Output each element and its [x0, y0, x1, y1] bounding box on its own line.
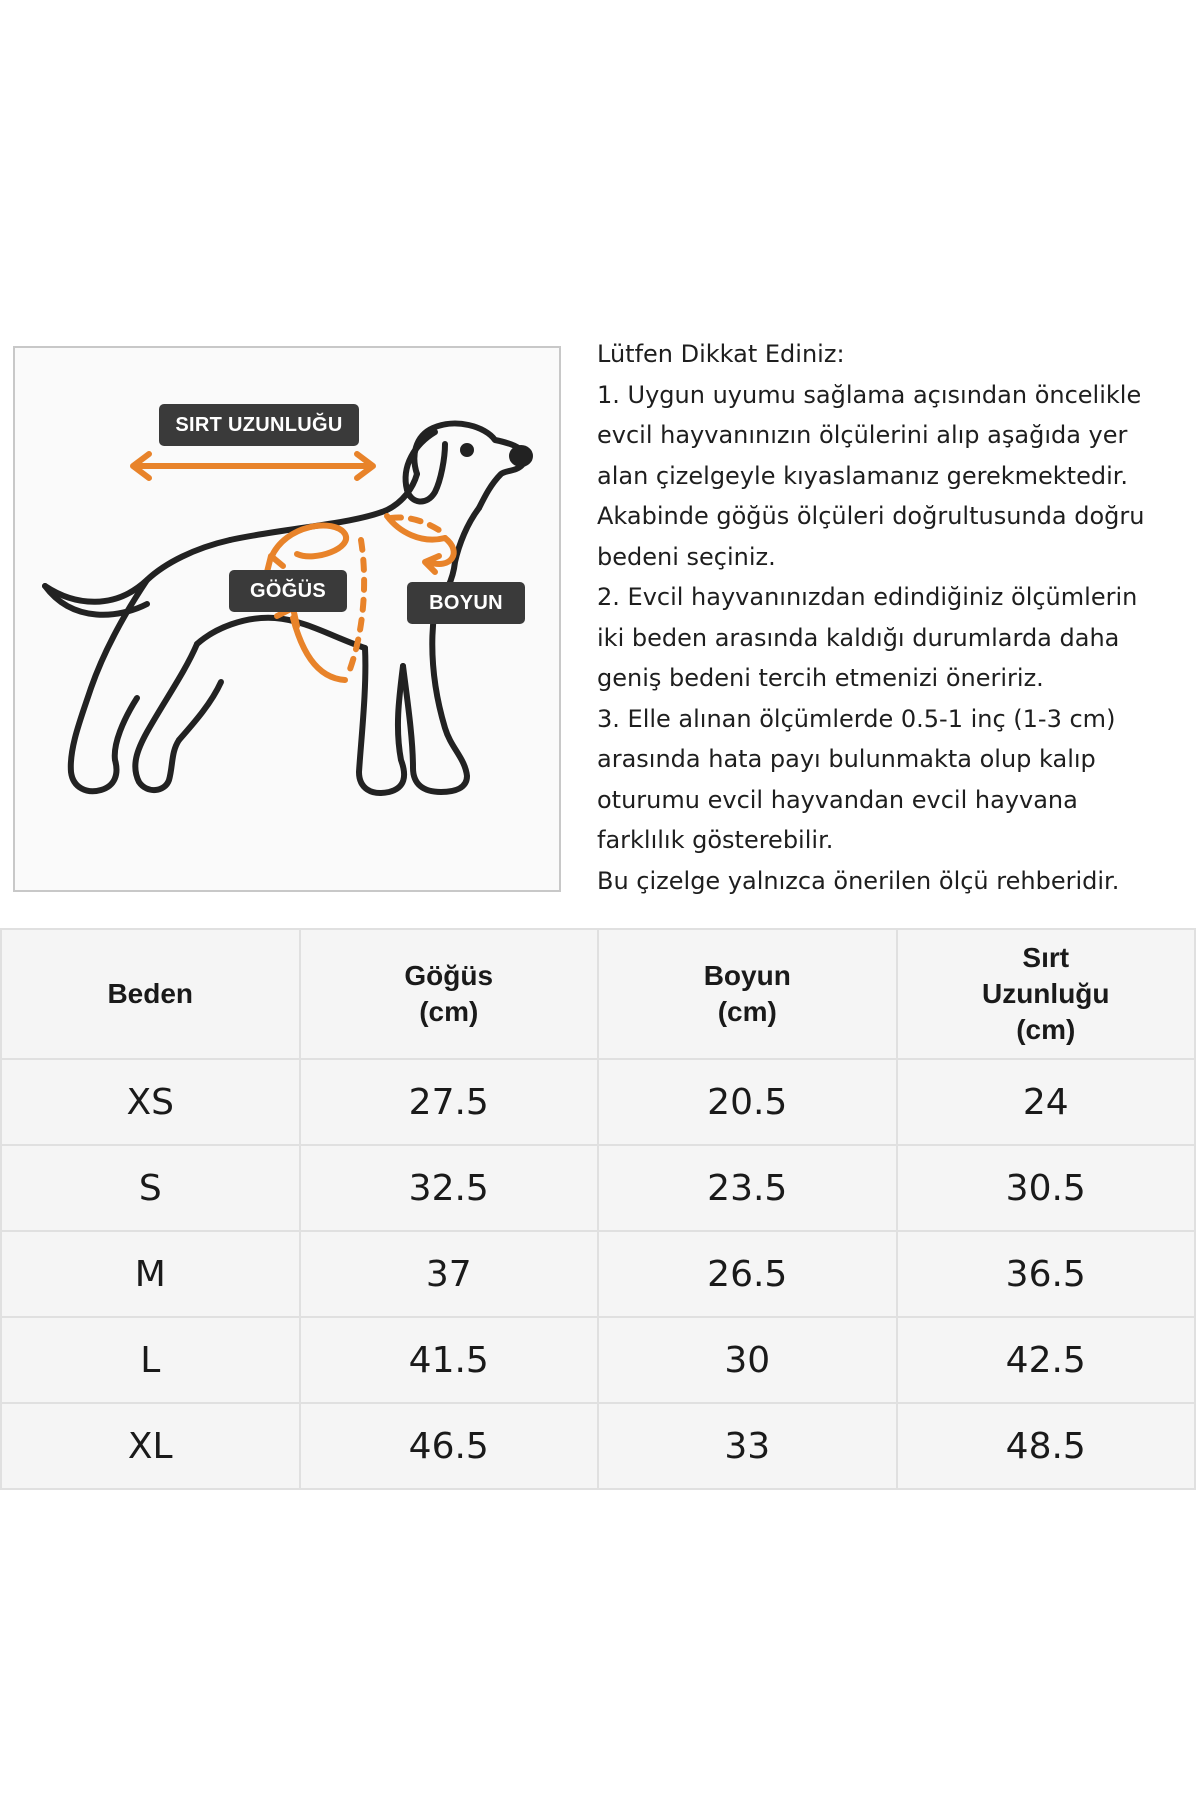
cell-chest: 27.5	[298, 1058, 599, 1146]
notes-line: bedeni seçiniz.	[597, 542, 776, 571]
notes-line: iki beden arasında kaldığı durumlarda da…	[597, 623, 1120, 652]
size-notes: Lütfen Dikkat Ediniz: 1. Uygun uyumu sağ…	[597, 334, 1197, 901]
notes-line: Bu çizelge yalnızca önerilen ölçü rehber…	[597, 866, 1120, 895]
notes-line: geniş bedeni tercih etmenizi öneririz.	[597, 664, 1044, 692]
table-row: XL 46.5 33 48.5	[0, 1402, 1196, 1490]
chest-label: GÖĞÜS	[229, 570, 347, 612]
cell-neck: 20.5	[597, 1058, 898, 1146]
cell-back-length: 24	[895, 1058, 1196, 1146]
cell-neck: 26.5	[597, 1230, 898, 1318]
table-row: XS 27.5 20.5 24	[0, 1058, 1196, 1146]
table-row: S 32.5 23.5 30.5	[0, 1144, 1196, 1232]
cell-back-length: 42.5	[895, 1316, 1196, 1404]
size-chart-table: Beden Göğüs (cm) Boyun (cm) Sırt Uzunluğ…	[0, 928, 1196, 1490]
notes-line: 2. Evcil hayvanınızdan edindiğiniz ölçüm…	[597, 583, 1138, 611]
notes-line: oturumu evcil hayvandan evcil hayvana	[597, 785, 1078, 814]
notes-line: arasında hata payı bulunmakta olup kalıp	[597, 745, 1096, 773]
header-neck: Boyun (cm)	[597, 928, 898, 1060]
cell-size: XL	[0, 1402, 301, 1490]
notes-line: farklılık gösterebilir.	[597, 826, 834, 854]
cell-size: M	[0, 1230, 301, 1318]
header-chest: Göğüs (cm)	[298, 928, 599, 1060]
cell-chest: 41.5	[298, 1316, 599, 1404]
cell-size: L	[0, 1316, 301, 1404]
notes-line: evcil hayvanınızın ölçülerini alıp aşağı…	[597, 421, 1128, 449]
table-row: L 41.5 30 42.5	[0, 1316, 1196, 1404]
cell-size: XS	[0, 1058, 301, 1146]
cell-neck: 23.5	[597, 1144, 898, 1232]
notes-line: Akabinde göğüs ölçüleri doğrultusunda do…	[597, 502, 1145, 530]
back-length-label: SIRT UZUNLUĞU	[159, 404, 359, 446]
cell-chest: 37	[298, 1230, 599, 1318]
notes-line: Lütfen Dikkat Ediniz:	[597, 340, 845, 368]
cell-chest: 32.5	[298, 1144, 599, 1232]
header-back-length: Sırt Uzunluğu (cm)	[895, 928, 1196, 1060]
cell-chest: 46.5	[298, 1402, 599, 1490]
neck-label: BOYUN	[407, 582, 525, 624]
dog-measurement-diagram: SIRT UZUNLUĞU GÖĞÜS BOYUN	[13, 346, 561, 892]
cell-back-length: 36.5	[895, 1230, 1196, 1318]
cell-neck: 30	[597, 1316, 898, 1404]
notes-line: 1. Uygun uyumu sağlama açısından öncelik…	[597, 380, 1142, 409]
cell-neck: 33	[597, 1402, 898, 1490]
table-row: M 37 26.5 36.5	[0, 1230, 1196, 1318]
header-size: Beden	[0, 928, 301, 1060]
notes-line: 3. Elle alınan ölçümlerde 0.5-1 inç (1-3…	[597, 704, 1116, 733]
notes-line: alan çizelgeyle kıyaslamanız gerekmekted…	[597, 461, 1129, 490]
cell-size: S	[0, 1144, 301, 1232]
table-header-row: Beden Göğüs (cm) Boyun (cm) Sırt Uzunluğ…	[0, 928, 1196, 1060]
cell-back-length: 48.5	[895, 1402, 1196, 1490]
cell-back-length: 30.5	[895, 1144, 1196, 1232]
